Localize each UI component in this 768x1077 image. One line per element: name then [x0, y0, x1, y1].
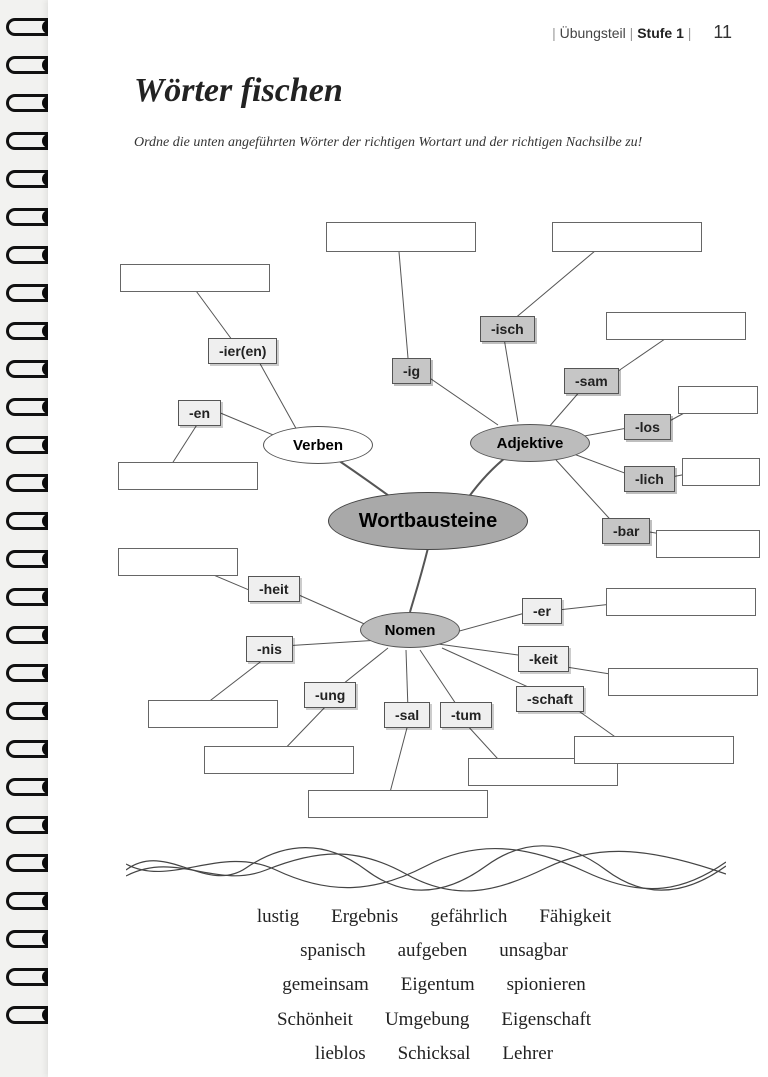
suffix-lich: -lich [624, 466, 675, 492]
binding-ring [6, 588, 50, 606]
blank-los[interactable] [678, 386, 758, 414]
category-verben: Verben [263, 426, 373, 464]
blank-bar[interactable] [656, 530, 760, 558]
blank-isch[interactable] [552, 222, 702, 252]
category-nomen: Nomen [360, 612, 460, 648]
binding-ring [6, 360, 50, 378]
suffix-ig: -ig [392, 358, 431, 384]
wordbank-word: Schönheit [277, 1009, 353, 1030]
category-adjektive: Adjektive [470, 424, 590, 462]
wordbank-word: aufgeben [398, 940, 468, 961]
mindmap-diagram: Wortbausteine Verben Adjektive Nomen -ig… [108, 180, 768, 800]
wordbank-word: spionieren [507, 974, 586, 995]
binding-ring [6, 94, 50, 112]
suffix-bar: -bar [602, 518, 650, 544]
binding-ring [6, 474, 50, 492]
suffix-en: -en [178, 400, 221, 426]
blank-keit[interactable] [608, 668, 758, 696]
page-header: | Übungsteil | Stufe 1 | 11 [552, 22, 732, 43]
binding-ring [6, 816, 50, 834]
binding-ring [6, 778, 50, 796]
binding-ring [6, 968, 50, 986]
wordbank-word: Umgebung [385, 1009, 469, 1030]
blank-schaft[interactable] [574, 736, 734, 764]
blank-ieren[interactable] [120, 264, 270, 292]
binding-ring [6, 892, 50, 910]
binding-ring [6, 626, 50, 644]
wordbank-word: Eigentum [401, 974, 475, 995]
suffix-tum: -tum [440, 702, 492, 728]
blank-er[interactable] [606, 588, 756, 616]
blank-sam[interactable] [606, 312, 746, 340]
blank-lich[interactable] [682, 458, 760, 486]
blank-heit[interactable] [118, 548, 238, 576]
wordbank-word: unsagbar [499, 940, 568, 961]
page-number: 11 [713, 22, 732, 42]
page: | Übungsteil | Stufe 1 | 11 Wörter fisch… [48, 0, 768, 1077]
binding-ring [6, 1006, 50, 1024]
suffix-los: -los [624, 414, 671, 440]
suffix-ung: -ung [304, 682, 356, 708]
binding-ring [6, 56, 50, 74]
wordbank-word: Fähigkeit [539, 906, 611, 927]
suffix-er: -er [522, 598, 562, 624]
spiral-binding [0, 0, 55, 1077]
binding-ring [6, 322, 50, 340]
wordbank-word: Ergebnis [331, 906, 398, 927]
binding-ring [6, 854, 50, 872]
wordbank-word: lieblos [315, 1043, 366, 1064]
wordbank-word: gemeinsam [282, 974, 369, 995]
wordbank-word: Lehrer [502, 1043, 553, 1064]
instruction-text: Ordne die unten angeführten Wörter der r… [134, 134, 694, 153]
wordbank-word: Schicksal [398, 1043, 471, 1064]
binding-ring [6, 398, 50, 416]
blank-ung[interactable] [204, 746, 354, 774]
suffix-heit: -heit [248, 576, 300, 602]
binding-ring [6, 170, 50, 188]
binding-ring [6, 132, 50, 150]
page-title: Wörter fischen [134, 72, 343, 110]
wordbank-word: gefährlich [430, 906, 507, 927]
center-node: Wortbausteine [328, 492, 528, 550]
binding-ring [6, 740, 50, 758]
suffix-sam: -sam [564, 368, 619, 394]
wordbank-word: spanisch [300, 940, 365, 961]
blank-nis[interactable] [148, 700, 278, 728]
suffix-nis: -nis [246, 636, 293, 662]
suffix-keit: -keit [518, 646, 569, 672]
header-section: Übungsteil [560, 25, 626, 41]
blank-sal[interactable] [308, 790, 488, 818]
binding-ring [6, 930, 50, 948]
binding-ring [6, 512, 50, 530]
binding-ring [6, 436, 50, 454]
suffix-isch: -isch [480, 316, 535, 342]
binding-ring [6, 702, 50, 720]
header-level: Stufe 1 [637, 25, 684, 41]
binding-ring [6, 284, 50, 302]
wordbank-word: lustig [257, 906, 299, 927]
binding-ring [6, 208, 50, 226]
wordbank-word: Eigenschaft [501, 1009, 591, 1030]
binding-ring [6, 550, 50, 568]
binding-ring [6, 246, 50, 264]
wave-divider [126, 840, 726, 894]
suffix-sal: -sal [384, 702, 430, 728]
blank-en[interactable] [118, 462, 258, 490]
suffix-ieren: -ier(en) [208, 338, 277, 364]
blank-ig[interactable] [326, 222, 476, 252]
binding-ring [6, 664, 50, 682]
binding-ring [6, 18, 50, 36]
suffix-schaft: -schaft [516, 686, 584, 712]
word-bank: lustig Ergebnis gefährlich Fähigkeit spanisc… [134, 900, 734, 1071]
